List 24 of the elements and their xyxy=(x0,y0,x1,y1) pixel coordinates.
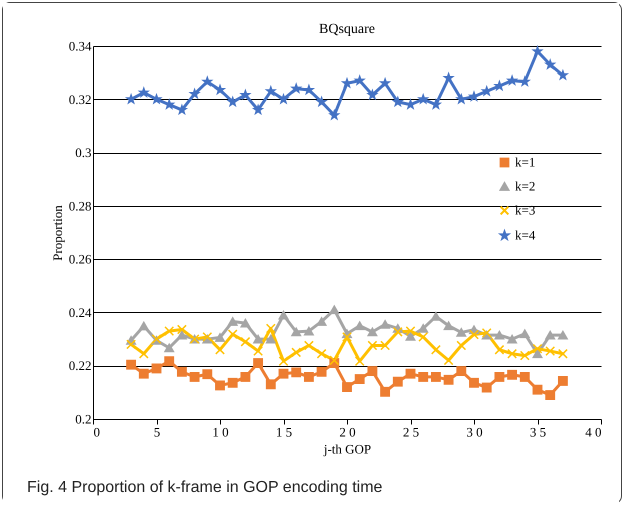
y-tick-label: 0.24 xyxy=(68,304,92,320)
x-tick-label: 0 xyxy=(94,424,100,440)
y-tick-label: 0.22 xyxy=(68,358,92,374)
x-axis-title: j-th GOP xyxy=(322,442,372,456)
caption: Fig. 4 Proportion of k-frame in GOP encoding time xyxy=(27,479,382,497)
x-tick-label: 3 5 xyxy=(530,424,546,440)
y-axis-title: Proportion xyxy=(50,204,65,261)
x-tick-label: 1 0 xyxy=(212,424,229,440)
x-tick-label: 5 xyxy=(154,424,160,440)
x-tick-label: 3 0 xyxy=(466,424,483,440)
chart-title: BQsquare xyxy=(319,22,375,37)
legend-label: k=4 xyxy=(515,228,536,242)
x-tick-label: 2 0 xyxy=(339,424,356,440)
legend-label: k=2 xyxy=(515,178,536,194)
y-tick-label: 0.32 xyxy=(68,92,92,107)
y-tick-label: 0.2 xyxy=(75,412,92,426)
y-tick-label: 0.26 xyxy=(68,252,92,267)
y-tick-label: 0.34 xyxy=(68,38,92,54)
y-tick-label: 0.3 xyxy=(75,145,92,160)
x-tick-label: 2 5 xyxy=(402,424,420,440)
x-tick-label: 1 5 xyxy=(276,424,292,440)
y-tick-label: 0.28 xyxy=(68,198,92,214)
x-tick-label: 4 0 xyxy=(585,424,602,440)
legend-label: k=1 xyxy=(515,154,536,170)
